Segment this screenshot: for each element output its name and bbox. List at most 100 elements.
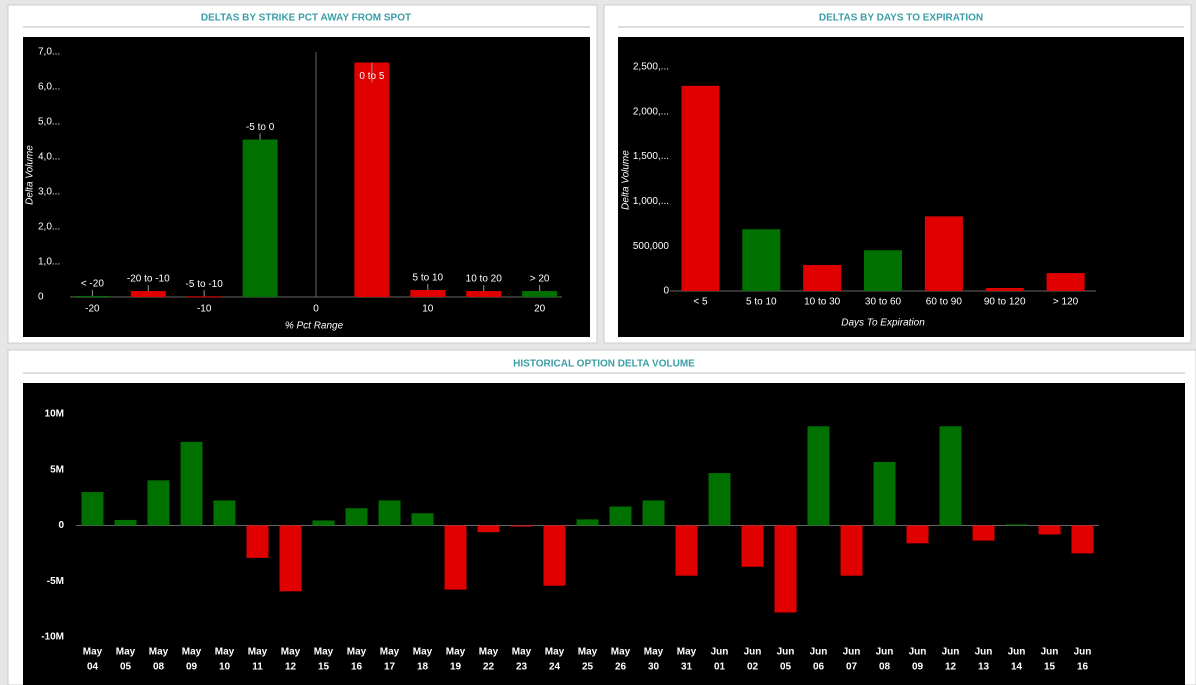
bar [378,500,401,526]
x-tick-label: < 5 [693,297,708,308]
x-tick-label: 15 [1044,662,1056,673]
x-tick-label: 08 [153,662,165,673]
bar [477,525,500,533]
x-tick-label: May [446,647,466,658]
x-tick-label: Jun [810,647,828,658]
y-tick-label: -5M [47,576,64,587]
x-tick-label: 20 [534,304,546,315]
y-tick-label: 0 [58,520,64,531]
x-tick-label: May [182,647,202,658]
x-tick-label: May [611,647,631,658]
bar [906,525,929,544]
bar [708,473,731,526]
bar [180,441,203,526]
x-tick-label: May [83,647,103,658]
bar [803,265,842,291]
plot-area [23,383,1185,685]
x-tick-label: 04 [87,662,99,673]
bar [924,216,963,291]
bar [1046,273,1085,291]
x-tick-label: > 120 [1053,297,1079,308]
data-label: 10 to 20 [466,274,503,285]
x-tick-label: May [413,647,433,658]
y-tick-label: 2,000,... [633,106,669,117]
x-tick-label: Jun [942,647,960,658]
plot-area [23,37,590,337]
y-tick-label: 1,500,... [633,151,669,162]
bar [114,519,137,526]
data-label: -20 to -10 [127,274,170,285]
y-tick-label: 10M [45,409,64,420]
x-tick-label: -20 [85,304,100,315]
y-tick-label: 4,0... [38,152,60,163]
bar [642,500,665,526]
data-label: < -20 [81,279,105,290]
x-tick-label: 26 [615,662,627,673]
x-tick-label: 22 [483,662,495,673]
bar [130,291,166,297]
y-tick-label: 0 [38,292,44,303]
x-tick-label: 30 to 60 [865,297,902,308]
y-tick-label: 1,000,... [633,196,669,207]
bar [213,500,236,526]
x-tick-label: Jun [975,647,993,658]
x-tick-label: May [314,647,334,658]
x-tick-label: 12 [945,662,957,673]
x-tick-label: Jun [909,647,927,658]
x-tick-label: 90 to 120 [984,297,1026,308]
x-tick-label: 02 [747,662,759,673]
x-tick-label: 15 [318,662,330,673]
x-tick-label: May [347,647,367,658]
x-tick-label: 30 [648,662,660,673]
bar [741,525,764,567]
data-label: 5 to 10 [413,273,444,284]
x-tick-label: May [644,647,664,658]
y-tick-label: 7,0... [38,47,60,58]
x-tick-label: Jun [1008,647,1026,658]
bar [74,295,110,297]
x-tick-label: Jun [843,647,861,658]
bar [864,250,902,291]
x-tick-label: Jun [744,647,762,658]
x-tick-label: 25 [582,662,594,673]
x-tick-label: 13 [978,662,990,673]
x-tick-label: -10 [197,304,212,315]
x-tick-label: 05 [780,662,792,673]
bar [840,525,863,576]
y-tick-label: 1,0... [38,257,60,268]
x-tick-label: Jun [1041,647,1059,658]
x-tick-label: Jun [711,647,729,658]
x-tick-label: May [545,647,565,658]
x-tick-label: 09 [186,662,198,673]
bar [985,288,1024,291]
x-tick-label: 0 [313,304,319,315]
bar [354,62,390,297]
y-tick-label: -10M [41,632,64,643]
x-tick-label: 06 [813,662,825,673]
x-tick-label: May [479,647,499,658]
x-tick-label: 5 to 10 [746,297,777,308]
bar [939,426,962,526]
x-tick-label: May [281,647,301,658]
bar [510,525,533,527]
bar [972,525,995,541]
bar [543,525,566,586]
x-tick-label: Jun [876,647,894,658]
bar [147,480,170,526]
x-tick-label: May [248,647,268,658]
x-tick-label: 24 [549,662,561,673]
bar [609,506,632,526]
x-tick-label: 05 [120,662,132,673]
x-tick-label: 14 [1011,662,1023,673]
x-tick-label: May [677,647,697,658]
y-tick-label: 2,0... [38,222,60,233]
x-tick-label: 16 [351,662,363,673]
bar [742,229,781,291]
x-tick-label: May [578,647,598,658]
y-axis-label: Delta Volume [25,145,36,205]
bar [1005,524,1028,526]
bar [411,513,434,526]
y-tick-label: 2,500,... [633,62,669,73]
x-tick-label: 10 [422,304,434,315]
